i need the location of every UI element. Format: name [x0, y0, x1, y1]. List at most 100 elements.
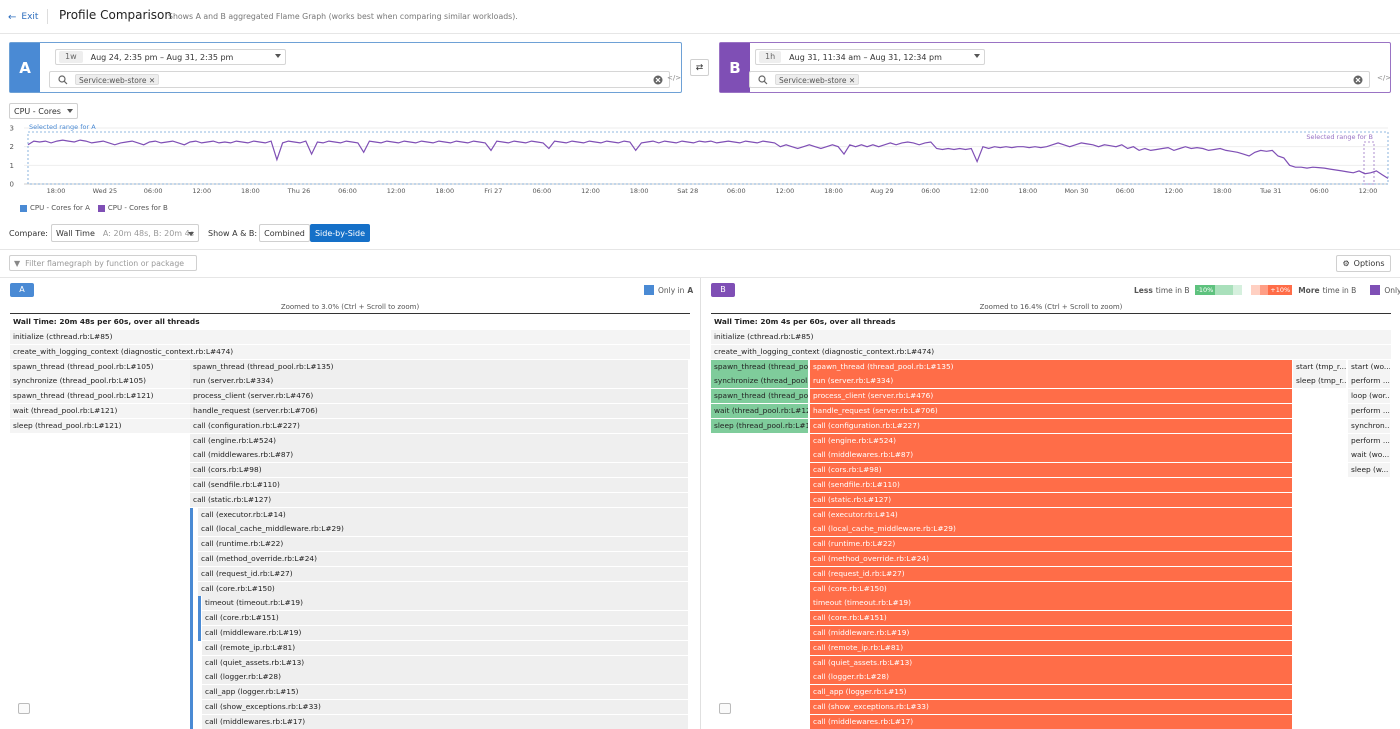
close-icon[interactable]: ✕ [848, 76, 856, 85]
flame-frame[interactable]: loop (wor... [1348, 389, 1390, 404]
code-icon[interactable]: </> [667, 74, 682, 82]
flame-frame[interactable]: call (method_override.rb:L#24) [198, 552, 688, 566]
flame-frame[interactable]: perform ... [1348, 433, 1390, 448]
selected-range-b[interactable] [1363, 141, 1375, 185]
flame-frame[interactable]: spawn_thread (thread_pool.rb:L#121) [10, 389, 190, 404]
search-b-tag[interactable]: Service:web-store ✕ [775, 74, 860, 85]
flame-frame[interactable]: start (wo... [1348, 359, 1390, 374]
flame-frame[interactable]: call (configuration.rb:L#227) [810, 418, 1292, 433]
flame-frame[interactable]: call (core.rb:L#151) [202, 611, 688, 626]
flame-frame[interactable]: sleep (thread_pool.rb:L#121) [10, 418, 190, 433]
flame-frame[interactable]: call (method_override.rb:L#24) [810, 552, 1292, 566]
flame-frame[interactable]: call_app (logger.rb:L#15) [810, 685, 1292, 700]
time-range-b-select[interactable]: 1h Aug 31, 11:34 am – Aug 31, 12:34 pm [755, 49, 985, 65]
flame-frame[interactable]: create_with_logging_context (diagnostic_… [10, 344, 690, 359]
selected-range-a[interactable] [27, 131, 1389, 185]
flame-frame[interactable]: run (server.rb:L#334) [190, 374, 688, 389]
flame-frame[interactable]: process_client (server.rb:L#476) [190, 389, 688, 404]
flame-frame[interactable]: call (remote_ip.rb:L#81) [202, 640, 688, 655]
flame-frame[interactable]: call (logger.rb:L#28) [202, 670, 688, 685]
flame-frame[interactable]: call (middleware.rb:L#19) [202, 626, 688, 640]
flame-frame[interactable]: timeout (timeout.rb:L#19) [202, 596, 688, 611]
minimap-b-icon[interactable] [719, 703, 731, 714]
minimap-a-icon[interactable] [18, 703, 30, 714]
flame-frame[interactable]: call (static.rb:L#127) [810, 492, 1292, 507]
flame-frame[interactable]: call (sendfile.rb:L#110) [810, 478, 1292, 492]
swap-button[interactable]: ⇄ [690, 59, 709, 76]
flame-frame[interactable]: call (middlewares.rb:L#17) [810, 714, 1292, 729]
flame-frame[interactable]: wait (wo... [1348, 448, 1390, 463]
flame-frame[interactable]: call (cors.rb:L#98) [810, 463, 1292, 478]
flame-frame[interactable]: synchron... [1348, 418, 1390, 433]
flame-frame[interactable]: call (executor.rb:L#14) [198, 507, 688, 522]
metric-select[interactable]: CPU - Cores [9, 103, 78, 119]
search-b-input[interactable]: Service:web-store ✕ [749, 71, 1370, 88]
flame-frame[interactable]: call (request_id.rb:L#27) [810, 566, 1292, 581]
search-a-input[interactable]: Service:web-store ✕ [49, 71, 670, 88]
flame-frame[interactable]: call (engine.rb:L#524) [810, 433, 1292, 448]
flame-frame[interactable]: call (static.rb:L#127) [190, 492, 688, 507]
flame-frame[interactable]: call (engine.rb:L#524) [190, 433, 688, 448]
flame-frame[interactable]: call (show_exceptions.rb:L#33) [810, 700, 1292, 714]
flame-b-root[interactable]: Wall Time: 20m 4s per 60s, over all thre… [711, 315, 1391, 329]
flame-frame[interactable]: wait (thread_pool.rb:L#121) [711, 404, 808, 418]
flame-frame[interactable]: call (logger.rb:L#28) [810, 670, 1292, 685]
flame-frame[interactable]: call (middlewares.rb:L#87) [810, 448, 1292, 463]
time-range-a-select[interactable]: 1w Aug 24, 2:35 pm – Aug 31, 2:35 pm [55, 49, 286, 65]
flame-frame[interactable]: call (sendfile.rb:L#110) [190, 478, 688, 492]
flame-frame[interactable]: call (middlewares.rb:L#87) [190, 448, 688, 463]
cpu-chart[interactable]: 3 2 1 0 Selected range for A Selected range f… [0, 120, 1400, 200]
flame-frame[interactable]: spawn_thread (thread_pool.rb:L#135) [810, 359, 1292, 374]
flame-frame[interactable]: perform ... [1348, 374, 1390, 389]
flame-frame[interactable]: call (executor.rb:L#14) [810, 507, 1292, 522]
flame-frame[interactable]: initialize (cthread.rb:L#85) [711, 330, 1391, 344]
flame-frame[interactable]: synchronize (thread_pool.... [711, 374, 808, 389]
flame-frame[interactable]: call (show_exceptions.rb:L#33) [202, 700, 688, 714]
flame-frame[interactable]: spawn_thread (thread_pool... [711, 359, 808, 374]
flame-frame[interactable]: start (tmp_r... [1293, 359, 1346, 374]
compare-mode-select[interactable]: Wall Time A: 20m 48s, B: 20m 4s [51, 224, 199, 242]
flame-frame[interactable]: call (middleware.rb:L#19) [810, 626, 1292, 640]
flame-frame[interactable]: sleep (tmp_r... [1293, 374, 1346, 389]
flame-frame[interactable]: call (request_id.rb:L#27) [198, 566, 688, 581]
search-a-tag[interactable]: Service:web-store ✕ [75, 74, 160, 85]
flame-frame[interactable]: call (middlewares.rb:L#17) [202, 714, 688, 729]
flame-frame[interactable]: call (runtime.rb:L#22) [198, 537, 688, 552]
options-button[interactable]: ⚙ Options [1336, 255, 1391, 272]
flame-frame[interactable]: perform ... [1348, 404, 1390, 418]
flame-frame[interactable]: call (runtime.rb:L#22) [810, 537, 1292, 552]
flame-frame[interactable]: initialize (cthread.rb:L#85) [10, 330, 690, 344]
clear-icon[interactable] [1353, 75, 1363, 85]
flame-frame[interactable]: wait (thread_pool.rb:L#121) [10, 404, 190, 418]
flame-frame[interactable]: call (core.rb:L#150) [198, 581, 688, 596]
flame-frame[interactable]: call (remote_ip.rb:L#81) [810, 640, 1292, 655]
flame-frame[interactable]: handle_request (server.rb:L#706) [190, 404, 688, 418]
side-by-side-button[interactable]: Side-by-Side [310, 224, 370, 242]
flame-frame[interactable]: handle_request (server.rb:L#706) [810, 404, 1292, 418]
flame-frame[interactable]: spawn_thread (thread_pool... [711, 389, 808, 404]
exit-button[interactable]: ← Exit [8, 10, 38, 24]
flame-frame[interactable]: call_app (logger.rb:L#15) [202, 685, 688, 700]
code-icon[interactable]: </> [1377, 74, 1392, 82]
flame-frame[interactable]: sleep (w... [1348, 463, 1390, 478]
flame-frame[interactable]: timeout (timeout.rb:L#19) [810, 596, 1292, 611]
flame-frame[interactable]: spawn_thread (thread_pool.rb:L#135) [190, 359, 688, 374]
combined-button[interactable]: Combined [259, 224, 310, 242]
flame-frame[interactable]: call (configuration.rb:L#227) [190, 418, 688, 433]
clear-icon[interactable] [653, 75, 663, 85]
flame-frame[interactable]: synchronize (thread_pool.rb:L#105) [10, 374, 190, 389]
flame-a-root[interactable]: Wall Time: 20m 48s per 60s, over all thr… [10, 315, 690, 329]
flame-frame[interactable]: run (server.rb:L#334) [810, 374, 1292, 389]
flame-frame[interactable]: create_with_logging_context (diagnostic_… [711, 344, 1391, 359]
flame-frame[interactable]: call (cors.rb:L#98) [190, 463, 688, 478]
flame-frame[interactable]: call (quiet_assets.rb:L#13) [202, 655, 688, 670]
filter-input[interactable]: ▼ Filter flamegraph by function or packa… [9, 255, 197, 271]
flame-frame[interactable]: call (core.rb:L#150) [810, 581, 1292, 596]
flame-frame[interactable]: call (quiet_assets.rb:L#13) [810, 655, 1292, 670]
close-icon[interactable]: ✕ [148, 76, 156, 85]
flame-frame[interactable]: call (local_cache_middleware.rb:L#29) [198, 522, 688, 537]
flame-frame[interactable]: sleep (thread_pool.rb:L#121) [711, 418, 808, 433]
flame-frame[interactable]: spawn_thread (thread_pool.rb:L#105) [10, 359, 190, 374]
flame-frame[interactable]: call (core.rb:L#151) [810, 611, 1292, 626]
flame-frame[interactable]: call (local_cache_middleware.rb:L#29) [810, 522, 1292, 537]
